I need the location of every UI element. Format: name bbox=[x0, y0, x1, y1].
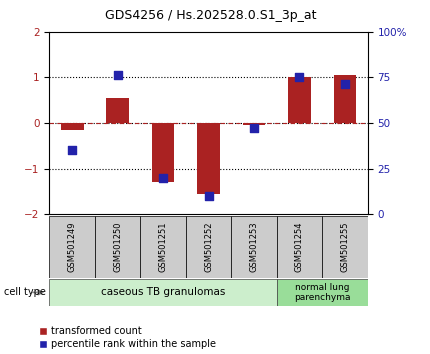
Bar bbox=[322, 216, 368, 278]
Bar bbox=[152, 123, 175, 182]
Bar bbox=[106, 98, 129, 123]
Point bbox=[296, 75, 303, 80]
Text: normal lung
parenchyma: normal lung parenchyma bbox=[294, 283, 350, 302]
Bar bbox=[277, 216, 322, 278]
Bar bbox=[197, 123, 220, 194]
Bar bbox=[49, 216, 95, 278]
Text: GSM501249: GSM501249 bbox=[68, 222, 77, 272]
Text: GSM501251: GSM501251 bbox=[159, 222, 168, 272]
Bar bbox=[140, 216, 186, 278]
Point bbox=[205, 193, 212, 199]
Bar bbox=[231, 216, 277, 278]
Point bbox=[114, 72, 121, 78]
Bar bbox=[49, 279, 277, 306]
Text: GSM501252: GSM501252 bbox=[204, 222, 213, 272]
Text: caseous TB granulomas: caseous TB granulomas bbox=[101, 287, 225, 297]
Point bbox=[69, 148, 76, 153]
Text: cell type: cell type bbox=[4, 287, 46, 297]
Text: GSM501255: GSM501255 bbox=[341, 222, 350, 272]
Bar bbox=[95, 216, 140, 278]
Bar bbox=[186, 216, 231, 278]
Text: GDS4256 / Hs.202528.0.S1_3p_at: GDS4256 / Hs.202528.0.S1_3p_at bbox=[105, 9, 316, 22]
Bar bbox=[288, 78, 311, 123]
Text: GSM501250: GSM501250 bbox=[113, 222, 122, 272]
Point bbox=[251, 125, 258, 130]
Text: GSM501253: GSM501253 bbox=[249, 222, 258, 272]
Point bbox=[341, 81, 348, 87]
Bar bbox=[277, 279, 368, 306]
Bar bbox=[243, 123, 265, 125]
Bar bbox=[334, 75, 356, 123]
Point bbox=[160, 175, 166, 181]
Bar bbox=[61, 123, 83, 130]
Text: GSM501254: GSM501254 bbox=[295, 222, 304, 272]
Legend: transformed count, percentile rank within the sample: transformed count, percentile rank withi… bbox=[39, 326, 216, 349]
